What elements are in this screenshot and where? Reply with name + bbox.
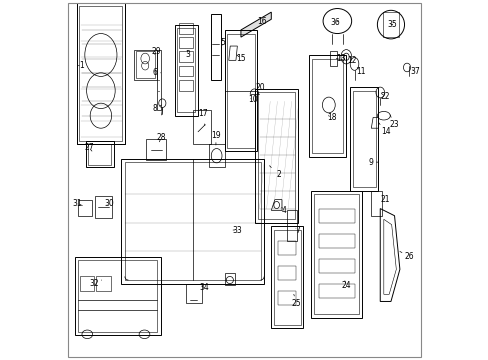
- Text: 3: 3: [184, 50, 189, 59]
- Bar: [278, 241, 296, 255]
- Bar: [224, 273, 234, 285]
- Bar: [278, 291, 296, 305]
- Bar: [179, 23, 193, 33]
- Bar: [80, 6, 122, 141]
- Bar: [179, 51, 193, 62]
- Bar: [278, 266, 296, 280]
- Text: 1: 1: [78, 61, 84, 70]
- Text: 26: 26: [399, 251, 413, 261]
- Text: 31: 31: [72, 199, 82, 208]
- Bar: [135, 51, 155, 78]
- Text: 27: 27: [84, 143, 94, 152]
- Bar: [318, 258, 354, 273]
- Bar: [77, 3, 124, 144]
- Text: 15: 15: [236, 54, 245, 63]
- Bar: [124, 162, 260, 280]
- Text: 9: 9: [368, 158, 378, 167]
- Bar: [80, 276, 94, 291]
- Text: 25: 25: [291, 294, 301, 308]
- Bar: [88, 144, 111, 165]
- Text: 12: 12: [346, 56, 356, 65]
- Bar: [382, 12, 398, 37]
- Bar: [313, 194, 358, 314]
- Text: 28: 28: [157, 132, 166, 142]
- Text: 20: 20: [255, 83, 264, 92]
- Bar: [179, 37, 193, 48]
- Text: 8: 8: [153, 104, 162, 113]
- Text: 30: 30: [104, 199, 114, 208]
- Text: 37: 37: [409, 67, 419, 76]
- Polygon shape: [241, 12, 271, 37]
- Text: 19: 19: [211, 131, 220, 145]
- Text: 21: 21: [380, 195, 389, 204]
- Bar: [352, 91, 375, 187]
- Text: 23: 23: [388, 115, 398, 129]
- Text: 16: 16: [256, 17, 266, 26]
- Bar: [179, 80, 193, 91]
- Bar: [258, 93, 295, 219]
- Bar: [78, 260, 157, 332]
- Text: 2: 2: [269, 166, 280, 179]
- Bar: [179, 66, 193, 76]
- Text: 17: 17: [198, 109, 208, 125]
- Bar: [185, 284, 201, 303]
- Bar: [96, 276, 110, 291]
- Text: 33: 33: [232, 225, 242, 234]
- Text: 6: 6: [152, 68, 160, 77]
- Text: 11: 11: [355, 67, 365, 76]
- Text: 13: 13: [335, 54, 345, 63]
- Bar: [274, 230, 300, 325]
- Bar: [134, 50, 157, 80]
- Text: 35: 35: [387, 20, 397, 29]
- Bar: [311, 59, 343, 153]
- Text: 5: 5: [220, 38, 225, 47]
- Text: 7: 7: [295, 225, 300, 234]
- Text: 22: 22: [380, 91, 389, 100]
- Text: 29: 29: [151, 47, 161, 56]
- Bar: [318, 234, 354, 248]
- Text: 14: 14: [378, 123, 389, 136]
- Bar: [227, 33, 254, 148]
- Text: 36: 36: [329, 18, 339, 27]
- Text: 32: 32: [89, 279, 102, 288]
- Text: 24: 24: [341, 281, 351, 290]
- Text: 18: 18: [326, 113, 336, 122]
- Bar: [318, 208, 354, 223]
- Text: 10: 10: [248, 95, 258, 104]
- Bar: [318, 284, 354, 298]
- Bar: [177, 28, 195, 112]
- Text: 34: 34: [199, 283, 209, 292]
- Text: 4: 4: [281, 206, 285, 215]
